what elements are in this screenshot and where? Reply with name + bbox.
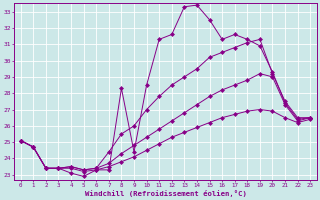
X-axis label: Windchill (Refroidissement éolien,°C): Windchill (Refroidissement éolien,°C) — [84, 190, 246, 197]
